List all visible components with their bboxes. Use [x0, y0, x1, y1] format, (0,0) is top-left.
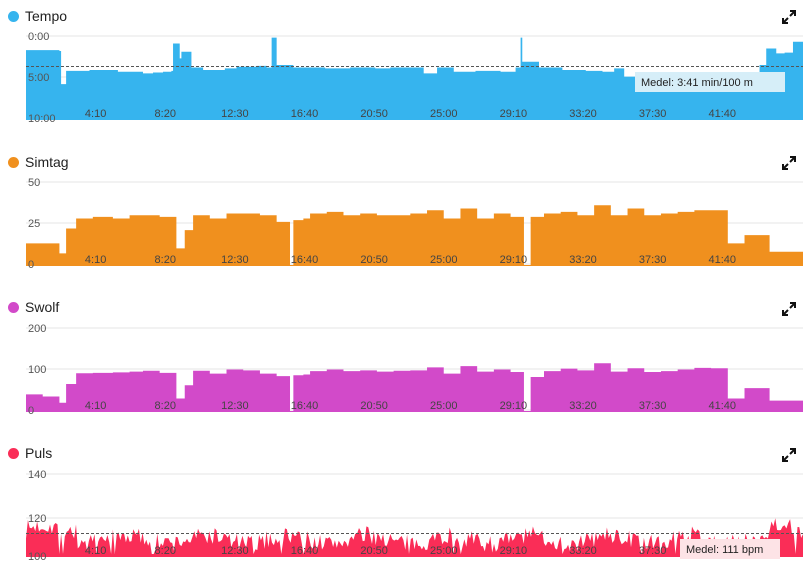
puls-title: Puls [25, 445, 53, 461]
x-tick-label: 20:50 [360, 400, 388, 412]
x-tick-label: 16:40 [291, 108, 319, 120]
expand-icon[interactable] [781, 155, 797, 171]
tempo-chart: 0:00 5:00 10:00 4:10 8:20 12:30 16:40 20:50 25:0… [26, 31, 803, 125]
x-tick-label: 16:40 [291, 400, 319, 412]
x-tick-label: 25:00 [430, 545, 458, 557]
puls-chart: 140 120 100 4:10 8:20 12:30 16:40 20:50 25:00 29:… [26, 469, 803, 563]
x-tick-label: 25:00 [430, 400, 458, 412]
x-tick-label: 8:20 [155, 545, 176, 557]
y-tick-label: 100 [28, 551, 46, 563]
swolf-panel: Swolf 200 100 0 4:10 8:20 12:30 16:40 20:50 25:0… [0, 292, 811, 432]
x-tick-label: 25:00 [430, 254, 458, 266]
expand-icon[interactable] [781, 9, 797, 25]
x-tick-label: 4:10 [85, 400, 106, 412]
y-tick-label: 200 [28, 323, 46, 335]
simtag-panel: Simtag 50 25 0 4:10 8:20 12:30 16:40 20:50 25:00… [0, 146, 811, 286]
x-tick-label: 33:20 [569, 254, 597, 266]
x-tick-label: 37:30 [639, 254, 667, 266]
expand-icon[interactable] [781, 447, 797, 463]
x-tick-label: 25:00 [430, 108, 458, 120]
series-area [26, 518, 803, 557]
x-tick-label: 8:20 [155, 108, 176, 120]
y-tick-label: 5:00 [28, 72, 49, 84]
y-tick-label: 0:00 [28, 31, 49, 43]
panel-title: Swolf [8, 299, 59, 315]
swolf-title: Swolf [25, 299, 60, 315]
x-tick-label: 4:10 [85, 545, 106, 557]
x-tick-label: 16:40 [291, 254, 319, 266]
tempo-panel: Tempo 0:00 5:00 10:00 4:10 8:20 12:30 16:40 20:… [0, 0, 811, 140]
series-dot [8, 10, 19, 22]
x-tick-label: 37:30 [639, 400, 667, 412]
x-tick-label: 29:10 [500, 400, 528, 412]
x-tick-label: 29:10 [500, 545, 528, 557]
average-badge [680, 539, 780, 559]
series-dot [8, 156, 19, 168]
y-tick-label: 120 [28, 513, 46, 525]
x-tick-label: 4:10 [85, 108, 106, 120]
y-tick-label: 10:00 [28, 113, 56, 125]
average-label: Medel: 3:41 min/100 m [641, 77, 753, 89]
simtag-chart: 50 25 0 4:10 8:20 12:30 16:40 20:50 25:00 29:10 33… [26, 177, 803, 271]
series-area [26, 205, 803, 266]
expand-icon[interactable] [781, 301, 797, 317]
x-tick-label: 8:20 [155, 254, 176, 266]
y-tick-label: 0 [28, 259, 34, 271]
x-tick-label: 29:10 [500, 108, 528, 120]
panel-title: Puls [8, 445, 52, 461]
average-label: Medel: 111 bpm [686, 544, 763, 556]
series-dot [8, 301, 19, 313]
x-tick-label: 20:50 [360, 545, 388, 557]
simtag-title: Simtag [25, 154, 69, 170]
x-tick-label: 12:30 [221, 545, 249, 557]
series-dot [8, 447, 19, 459]
x-tick-label: 12:30 [221, 254, 249, 266]
puls-panel: Puls 140 120 100 4:10 8:20 12:30 16:40 20:50 25:… [0, 438, 811, 569]
x-tick-label: 12:30 [221, 108, 249, 120]
y-tick-label: 100 [28, 364, 46, 376]
x-tick-label: 33:20 [569, 400, 597, 412]
tempo-title: Tempo [25, 8, 68, 24]
x-tick-label: 37:30 [639, 108, 667, 120]
x-tick-label: 29:10 [500, 254, 528, 266]
x-tick-label: 33:20 [569, 545, 597, 557]
x-tick-label: 20:50 [360, 108, 388, 120]
x-tick-label: 33:20 [569, 108, 597, 120]
x-tick-label: 20:50 [360, 254, 388, 266]
average-badge [635, 72, 785, 92]
x-tick-label: 41:40 [708, 400, 736, 412]
x-tick-label: 8:20 [155, 400, 176, 412]
y-tick-label: 25 [28, 218, 40, 230]
x-tick-label: 41:40 [708, 108, 736, 120]
x-tick-label: 12:30 [221, 400, 249, 412]
y-tick-label: 0 [28, 405, 34, 417]
series-area [26, 363, 803, 412]
panel-title: Tempo [8, 8, 67, 24]
y-tick-label: 140 [28, 469, 46, 481]
x-tick-label: 16:40 [291, 545, 319, 557]
x-tick-label: 4:10 [85, 254, 106, 266]
swolf-chart: 200 100 0 4:10 8:20 12:30 16:40 20:50 25:00 29:10… [26, 323, 803, 417]
series-area [26, 37, 803, 120]
x-tick-label: 37:30 [639, 545, 667, 557]
x-tick-label: 41:40 [708, 254, 736, 266]
panel-title: Simtag [8, 154, 69, 170]
y-tick-label: 50 [28, 177, 40, 189]
